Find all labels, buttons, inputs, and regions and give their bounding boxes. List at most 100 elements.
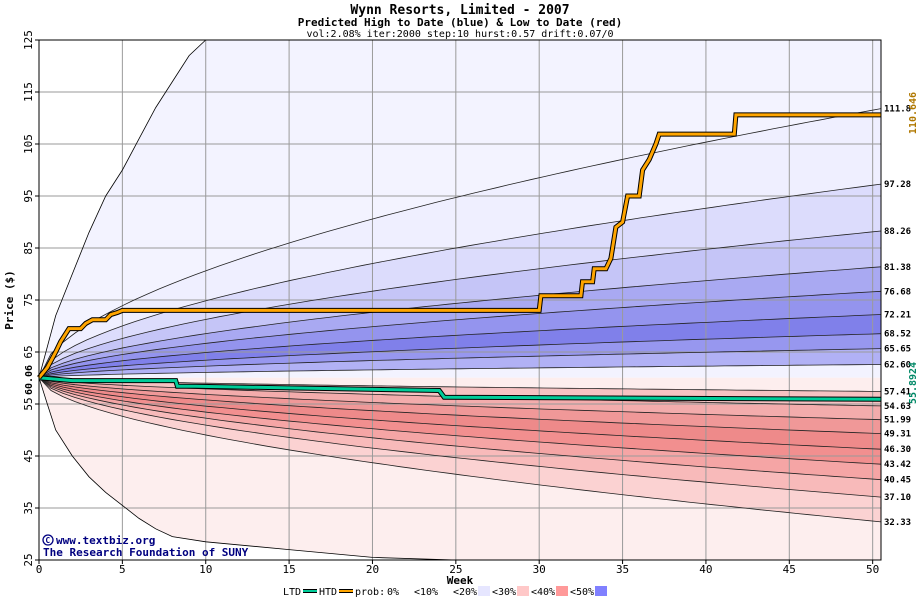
low-band-end-label: 51.99 [884, 416, 911, 426]
high-band-4 [39, 266, 881, 378]
low-band-8 [39, 377, 881, 522]
low-band-5 [39, 377, 881, 465]
legend-item-swatch [517, 586, 529, 596]
x-tick-label: 30 [533, 563, 546, 576]
high-band-line-6 [38, 314, 882, 379]
high-band-end-label: 81.38 [884, 263, 911, 273]
legend-item-label: <50% [570, 587, 594, 598]
low-band-6 [39, 377, 881, 480]
y-tick-label: 115 [22, 82, 35, 102]
y-tick-label: 105 [22, 134, 35, 154]
x-axis-label: Week [447, 574, 474, 587]
low-band-line-7 [38, 377, 882, 481]
series: 111.8 97.28 88.26 81.38 76.68 72.21 68.52 65.65… [37, 39, 911, 561]
x-tick-label: 15 [282, 563, 295, 576]
legend-item-label: <20% [453, 587, 477, 598]
y-tick-label: 95 [22, 189, 35, 202]
legend-item-label: <10% [414, 587, 438, 598]
high-band-6 [39, 314, 881, 378]
ltd-line [38, 376, 882, 401]
high-band-5 [39, 291, 881, 378]
legend-ltd-label: LTD [283, 587, 301, 598]
high-band-line-8 [38, 348, 882, 379]
high-band-end-label: 62.60 [884, 360, 911, 370]
y-tick-label: 55 [22, 397, 35, 410]
credit-org: The Research Foundation of SUNY [43, 546, 249, 559]
x-tick-label: 40 [699, 563, 712, 576]
high-band-end-label: 72.21 [884, 311, 911, 321]
high-band-line-5 [38, 290, 882, 379]
y-tick-label: 65 [22, 345, 35, 358]
x-tick-label: 50 [866, 563, 879, 576]
legend-htd-label: HTD [319, 587, 337, 598]
legend-item-swatch [439, 586, 451, 596]
high-band-line-3 [38, 230, 882, 378]
low-band-4 [39, 377, 881, 450]
copyright-glyph: C [45, 536, 50, 545]
low-band-end-label: 49.31 [884, 430, 911, 440]
credit-url: www.textbiz.org [56, 534, 155, 547]
ltd-end-label: 55.8924 [908, 362, 919, 404]
chart-params: vol:2.08% iter:2000 step:10 hurst:0.57 d… [306, 29, 613, 40]
legend-item-swatch [595, 586, 607, 596]
high-band-end-label: 65.65 [884, 345, 911, 355]
x-tick-label: 25 [449, 563, 462, 576]
low-band-end-label: 54.63 [884, 402, 911, 412]
legend: LTD HTD prob: 0% <10% <20% <30% <40% <50% [283, 586, 607, 598]
chart-title: Wynn Resorts, Limited - 2007 [350, 3, 569, 18]
low-band-end-label: 46.30 [884, 445, 911, 455]
x-tick-label: 45 [783, 563, 796, 576]
high-band-end-label: 88.26 [884, 227, 911, 237]
high-band-line-1 [38, 108, 882, 378]
low-band-end-label: 40.45 [884, 476, 911, 486]
htd-end-label: 110.646 [908, 92, 919, 134]
high-band-1 [39, 108, 881, 378]
y-tick-label: 75 [22, 293, 35, 306]
low-band-line-3 [38, 377, 882, 421]
x-tick-label: 10 [199, 563, 212, 576]
high-band-3 [39, 231, 881, 378]
low-band-end-label: 37.10 [884, 493, 911, 503]
legend-item-label: <40% [531, 587, 555, 598]
y-tick-label: 35 [22, 501, 35, 514]
chart-subtitle: Predicted High to Date (blue) & Low to D… [298, 16, 623, 29]
extreme-high-line [38, 39, 206, 378]
low-band-7 [39, 377, 881, 498]
y-tick-label: 25 [22, 553, 35, 566]
x-tick-label: 5 [119, 563, 126, 576]
credit: C www.textbiz.org The Research Foundatio… [42, 534, 249, 559]
high-band-8 [39, 348, 881, 378]
low-band-line-9 [38, 377, 882, 523]
high-band-line-4 [38, 266, 882, 379]
y-tick-label: 85 [22, 241, 35, 254]
high-band-end-label: 68.52 [884, 330, 911, 340]
x-tick-label: 20 [366, 563, 379, 576]
high-band-end-label: 97.28 [884, 180, 911, 190]
high-band-line-9 [38, 364, 882, 379]
low-band-3 [39, 377, 881, 434]
y-axis-label: Price ($) [3, 270, 16, 330]
x-tick-label: 35 [616, 563, 629, 576]
low-band-line-6 [38, 377, 882, 465]
low-band-end-label: 57.41 [884, 387, 911, 397]
x-tick-label: 0 [36, 563, 43, 576]
low-band-line-4 [38, 377, 882, 434]
high-band-end-label: 111.8 [884, 105, 911, 115]
legend-item-swatch [400, 586, 412, 596]
low-band-line-5 [38, 377, 882, 450]
low-band-line-1 [38, 377, 882, 392]
y-tick-label: 125 [22, 30, 35, 50]
high-band-line-7 [38, 333, 882, 379]
start-price-label: 60.06 [24, 365, 35, 395]
low-band-end-label: 43.42 [884, 460, 911, 470]
high-band-2 [39, 184, 881, 378]
high-band-end-label: 76.68 [884, 287, 911, 297]
legend-item-label: <30% [492, 587, 516, 598]
legend-item-label: 0% [387, 587, 399, 598]
extreme-low-line [38, 377, 456, 561]
copyright-icon [42, 534, 54, 546]
axes: 25 35 45 55 65 75 85 95 105 115 125 0 5 10 15 20 25 30 35 4… [22, 30, 882, 576]
legend-item-swatch [478, 586, 490, 596]
y-tick-label: 45 [22, 449, 35, 462]
